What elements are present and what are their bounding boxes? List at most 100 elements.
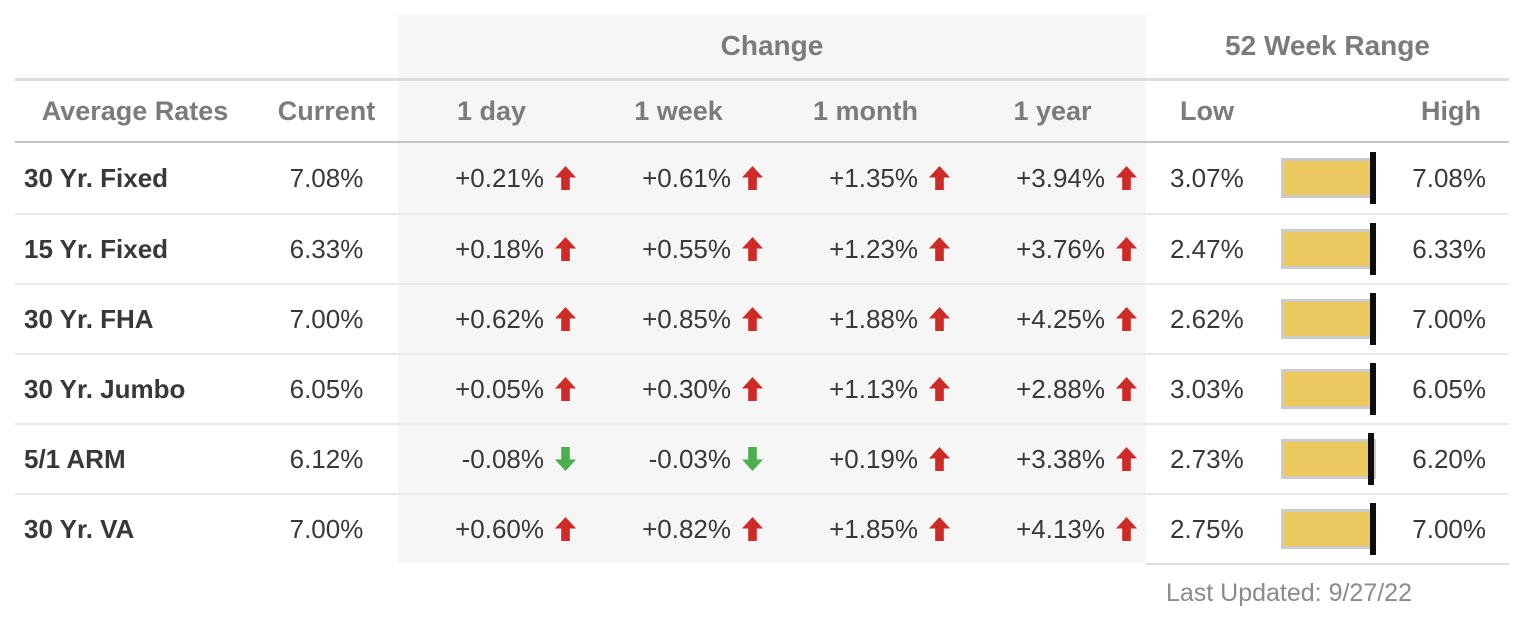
52wk-high-value: 6.05% (1412, 373, 1486, 404)
trend-arrow-icon (554, 307, 577, 331)
table-row: 30 Yr. Jumbo 6.05% +0.05% +0.30% +1.13% … (15, 353, 1509, 423)
trend-arrow-icon (928, 237, 951, 261)
change-1year-cell: +2.88% (959, 355, 1146, 423)
change-group-title: Change (398, 14, 1146, 78)
trend-arrow-icon (554, 517, 577, 541)
current-rate-value: 6.12% (289, 443, 364, 474)
change-1year-value: +2.88% (1016, 373, 1105, 404)
change-1year-value: +3.38% (1016, 443, 1105, 474)
rate-type-label: 30 Yr. VA (24, 513, 135, 544)
change-1year-cell: +4.13% (959, 495, 1146, 563)
change-1month-cell: +1.23% (772, 215, 959, 283)
current-rate-value: 7.00% (289, 513, 364, 544)
trend-arrow-icon (554, 237, 577, 261)
change-1day-value: +0.62% (455, 303, 544, 334)
52wk-low-value: 2.75% (1170, 513, 1244, 544)
52wk-low-value: 2.73% (1170, 443, 1244, 474)
rate-type-label: 30 Yr. Jumbo (24, 373, 186, 404)
change-1year-cell: +3.38% (959, 425, 1146, 493)
current-rate-value: 7.08% (289, 162, 364, 193)
change-1month-value: +1.88% (829, 303, 918, 334)
change-1day-value: +0.60% (455, 513, 544, 544)
column-header-1week: 1 week (585, 81, 772, 141)
current-rate-marker (1370, 152, 1376, 204)
52wk-high-value: 7.00% (1412, 513, 1486, 544)
change-1day-cell: +0.05% (398, 355, 585, 423)
change-1day-cell: +0.62% (398, 285, 585, 353)
52wk-range-bar (1281, 433, 1376, 485)
52wk-range-bar-cell (1256, 215, 1400, 283)
table-row: 30 Yr. Fixed 7.08% +0.21% +0.61% +1.35% … (15, 143, 1509, 213)
change-1month-value: +1.35% (829, 162, 918, 193)
change-1month-value: +1.85% (829, 513, 918, 544)
52wk-range-bar (1281, 152, 1376, 204)
change-1month-cell: +1.13% (772, 355, 959, 423)
change-1year-value: +3.76% (1016, 233, 1105, 264)
change-1week-cell: -0.03% (585, 425, 772, 493)
52wk-high-value: 6.20% (1412, 443, 1486, 474)
change-1year-value: +3.94% (1016, 162, 1105, 193)
52wk-range-bar (1281, 223, 1376, 275)
change-1month-cell: +1.35% (772, 143, 959, 213)
change-1week-value: +0.30% (642, 373, 731, 404)
change-1month-cell: +1.85% (772, 495, 959, 563)
change-1day-value: -0.08% (461, 443, 544, 474)
change-1month-value: +1.23% (829, 233, 918, 264)
rate-type-label: 15 Yr. Fixed (24, 233, 169, 264)
trend-arrow-icon (1115, 307, 1138, 331)
change-1year-value: +4.13% (1016, 513, 1105, 544)
change-1day-value: +0.18% (455, 233, 544, 264)
column-header-1month: 1 month (772, 81, 959, 141)
52wk-low-value: 2.62% (1170, 303, 1244, 334)
trend-arrow-icon (741, 166, 764, 190)
trend-arrow-icon (554, 447, 577, 471)
change-1day-cell: +0.21% (398, 143, 585, 213)
change-1day-value: +0.05% (455, 373, 544, 404)
column-header-high: High (1421, 95, 1481, 126)
trend-arrow-icon (741, 237, 764, 261)
column-header-current: Current (277, 95, 376, 126)
current-rate-marker (1370, 293, 1376, 345)
trend-arrow-icon (928, 307, 951, 331)
change-1day-cell: +0.18% (398, 215, 585, 283)
column-header-rates: Average Rates (41, 95, 229, 126)
change-1week-cell: +0.30% (585, 355, 772, 423)
change-1day-cell: -0.08% (398, 425, 585, 493)
trend-arrow-icon (928, 377, 951, 401)
trend-arrow-icon (928, 447, 951, 471)
current-rate-value: 6.05% (289, 373, 364, 404)
current-rate-marker (1370, 223, 1376, 275)
change-1month-value: +0.19% (829, 443, 918, 474)
change-1month-cell: +0.19% (772, 425, 959, 493)
table-body: 30 Yr. Fixed 7.08% +0.21% +0.61% +1.35% … (15, 143, 1509, 563)
column-header-1year: 1 year (959, 81, 1146, 141)
52wk-high-value: 7.08% (1412, 162, 1486, 193)
trend-arrow-icon (741, 517, 764, 541)
52wk-low-value: 2.47% (1170, 233, 1244, 264)
52wk-low-value: 3.03% (1170, 373, 1244, 404)
trend-arrow-icon (1115, 517, 1138, 541)
change-1week-value: +0.61% (642, 162, 731, 193)
trend-arrow-icon (741, 447, 764, 471)
current-rate-marker (1367, 433, 1374, 485)
change-1week-cell: +0.85% (585, 285, 772, 353)
last-updated-text: Last Updated: 9/27/22 (1165, 579, 1412, 607)
table-row: 5/1 ARM 6.12% -0.08% -0.03% +0.19% +3.38… (15, 423, 1509, 493)
rate-type-label: 30 Yr. FHA (24, 303, 154, 334)
52wk-range-bar-cell (1256, 425, 1400, 493)
change-1week-value: +0.82% (642, 513, 731, 544)
rate-type-label: 30 Yr. Fixed (24, 162, 169, 193)
trend-arrow-icon (928, 166, 951, 190)
column-header-low: Low (1180, 95, 1234, 126)
52wk-range-bar-cell (1256, 355, 1400, 423)
trend-arrow-icon (1115, 166, 1138, 190)
group-title-row: Change 52 Week Range (15, 14, 1509, 81)
table-row: 30 Yr. FHA 7.00% +0.62% +0.85% +1.88% +4… (15, 283, 1509, 353)
trend-arrow-icon (1115, 237, 1138, 261)
trend-arrow-icon (1115, 447, 1138, 471)
52wk-range-bar-cell (1256, 285, 1400, 353)
change-1week-value: +0.55% (642, 233, 731, 264)
change-1day-cell: +0.60% (398, 495, 585, 563)
rate-type-label: 5/1 ARM (24, 443, 126, 474)
